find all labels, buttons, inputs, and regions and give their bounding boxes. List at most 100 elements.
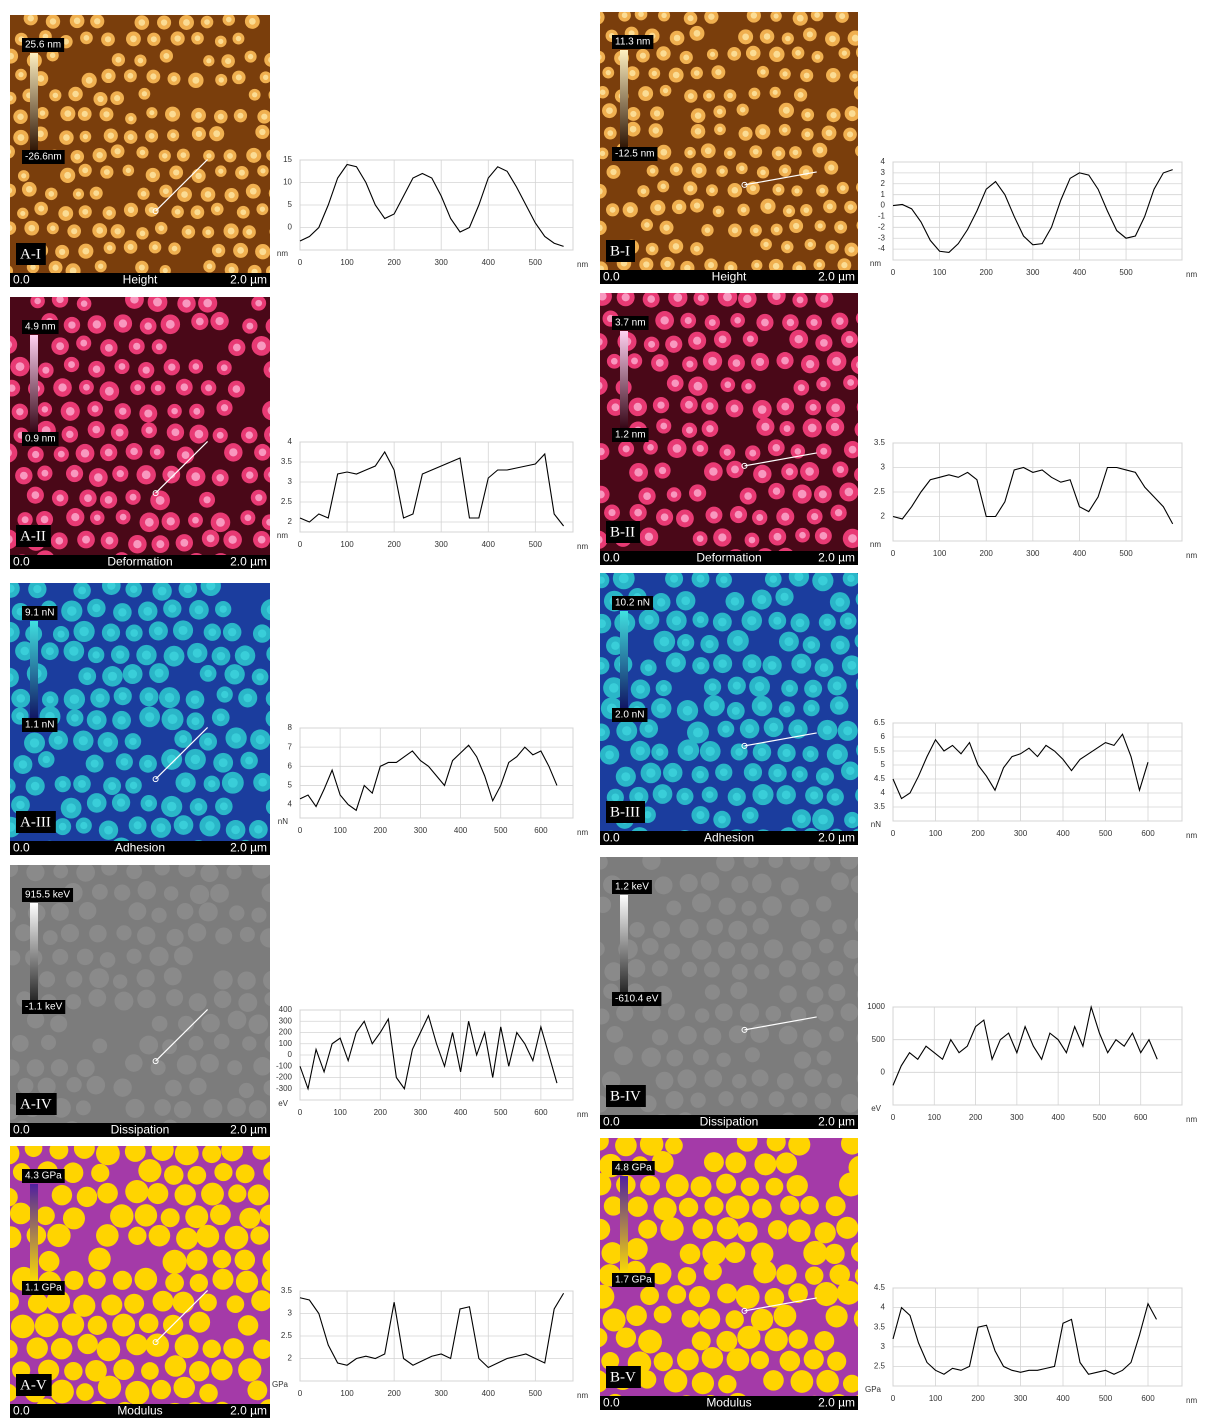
grain	[600, 1284, 615, 1309]
grain	[788, 1219, 811, 1242]
y-tick-label: 4	[881, 157, 886, 166]
grain-core	[600, 15, 601, 20]
grain	[261, 883, 270, 903]
grain	[790, 1006, 807, 1023]
grain	[200, 1053, 219, 1073]
grain-core	[782, 748, 791, 758]
y-tick-label: 6.5	[874, 718, 886, 727]
grain	[740, 1091, 758, 1109]
grain-core	[281, 825, 289, 833]
grain-core	[129, 781, 138, 790]
grain-core	[71, 513, 80, 522]
grain	[237, 1315, 259, 1336]
grain-core	[71, 287, 77, 293]
grain-core	[258, 629, 267, 638]
grain-core	[192, 516, 199, 524]
grain	[842, 1374, 858, 1393]
grain	[260, 1399, 270, 1404]
grain	[728, 920, 748, 940]
grain	[275, 126, 290, 141]
grain-core	[600, 728, 606, 737]
grain-core	[731, 227, 739, 234]
grain	[151, 1015, 168, 1032]
grain-core	[794, 188, 800, 194]
x-tick-label: 200	[969, 1113, 983, 1122]
grain	[716, 1052, 731, 1068]
grain-core	[704, 147, 712, 155]
grain	[165, 1273, 184, 1293]
grain	[703, 961, 720, 978]
grain-core	[773, 13, 779, 19]
grain-core	[282, 301, 290, 309]
grain	[274, 905, 291, 922]
grain	[816, 1004, 834, 1022]
grain-core	[717, 126, 723, 133]
grain	[50, 1337, 73, 1360]
grain-core	[45, 647, 54, 656]
grain-core	[814, 12, 820, 18]
grain-core	[82, 134, 89, 140]
grain-core	[608, 508, 616, 517]
grain	[786, 1174, 808, 1197]
grain	[10, 1187, 18, 1207]
grain-core	[94, 514, 101, 521]
grain-core	[658, 466, 667, 475]
grain-core	[731, 465, 739, 474]
grain-core	[797, 384, 805, 392]
afm-image	[600, 293, 878, 551]
grain-core	[685, 400, 693, 409]
grain	[26, 1011, 45, 1029]
x-tick-label: 200	[980, 268, 994, 277]
grain-core	[37, 75, 45, 82]
grain-core	[104, 496, 113, 504]
color-bar-max-bg	[22, 38, 65, 52]
grain-core	[719, 768, 728, 777]
grain	[160, 1208, 180, 1228]
scan-size: 2.0 µm	[818, 270, 855, 284]
grain-core	[600, 293, 607, 301]
grain-core	[684, 317, 692, 325]
grain	[237, 971, 256, 990]
grain-core	[96, 151, 103, 159]
grain-core	[118, 692, 127, 701]
grain	[113, 837, 130, 841]
grain-core	[58, 822, 67, 831]
grain-core	[600, 619, 606, 628]
grain-core	[104, 343, 113, 352]
channel-name: Adhesion	[115, 841, 165, 855]
grain-core	[757, 405, 767, 414]
grain	[699, 1308, 721, 1330]
grain	[638, 1219, 658, 1239]
grain	[829, 1026, 844, 1042]
grain-core	[660, 50, 667, 57]
grain	[26, 1059, 45, 1077]
grain-core	[194, 802, 203, 811]
grain	[718, 1091, 734, 1107]
grain-core	[754, 262, 760, 268]
grain-core	[680, 514, 689, 523]
grain	[115, 552, 128, 555]
grain-core	[82, 167, 89, 174]
grain-core	[705, 402, 714, 411]
profile-curve	[299, 1014, 558, 1091]
grain	[729, 1392, 746, 1396]
grain-core	[825, 129, 833, 137]
grain	[212, 1249, 232, 1269]
color-bar-min-bg	[22, 1281, 65, 1295]
grain	[778, 1025, 798, 1045]
grain	[840, 1003, 858, 1022]
grain-core	[246, 322, 254, 330]
grain-core	[660, 422, 668, 430]
grain	[853, 962, 858, 977]
x-tick-label: 200	[374, 826, 388, 835]
grain-core	[806, 750, 815, 758]
grain-core	[204, 191, 212, 198]
grain-core	[611, 793, 620, 802]
grain	[141, 1362, 159, 1380]
grain	[260, 599, 270, 621]
grain-core	[870, 448, 878, 456]
channel-name: Dissipation	[111, 1123, 170, 1137]
color-bar	[30, 1184, 38, 1284]
grain	[40, 1034, 57, 1050]
grain-core	[780, 592, 789, 601]
